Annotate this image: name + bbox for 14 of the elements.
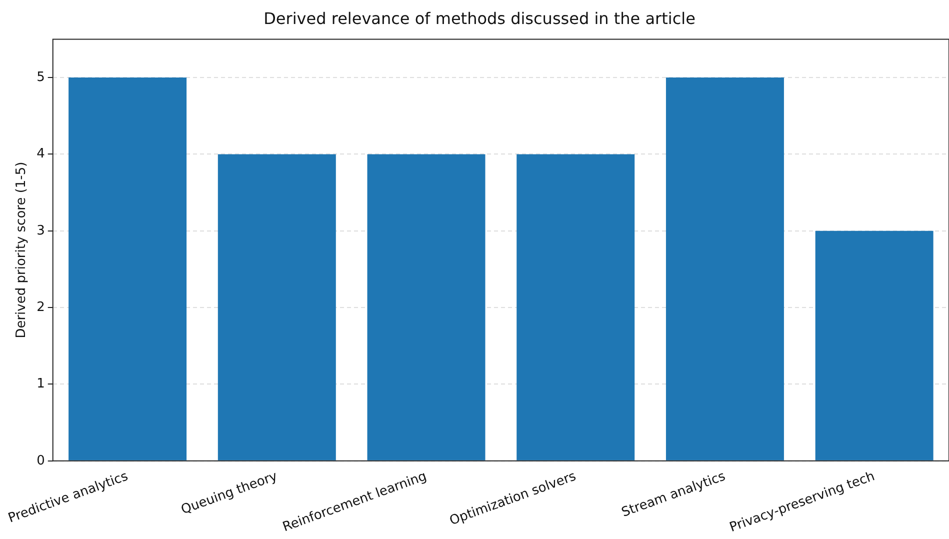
y-tick-label: 0 [36, 453, 45, 468]
y-tick-label: 3 [36, 223, 45, 238]
y-tick-label: 5 [36, 70, 45, 85]
bar [68, 78, 187, 460]
y-axis-title: Derived priority score (1-5) [14, 162, 30, 338]
bar [516, 154, 635, 460]
y-tick-label: 1 [36, 376, 45, 392]
y-tick-label: 2 [36, 300, 45, 315]
bar [367, 154, 486, 460]
y-tick-label: 4 [36, 146, 45, 162]
bar [218, 154, 336, 460]
bar [815, 230, 934, 460]
chart-title: Derived relevance of methods discussed in the article [264, 8, 696, 28]
bar [666, 78, 784, 460]
